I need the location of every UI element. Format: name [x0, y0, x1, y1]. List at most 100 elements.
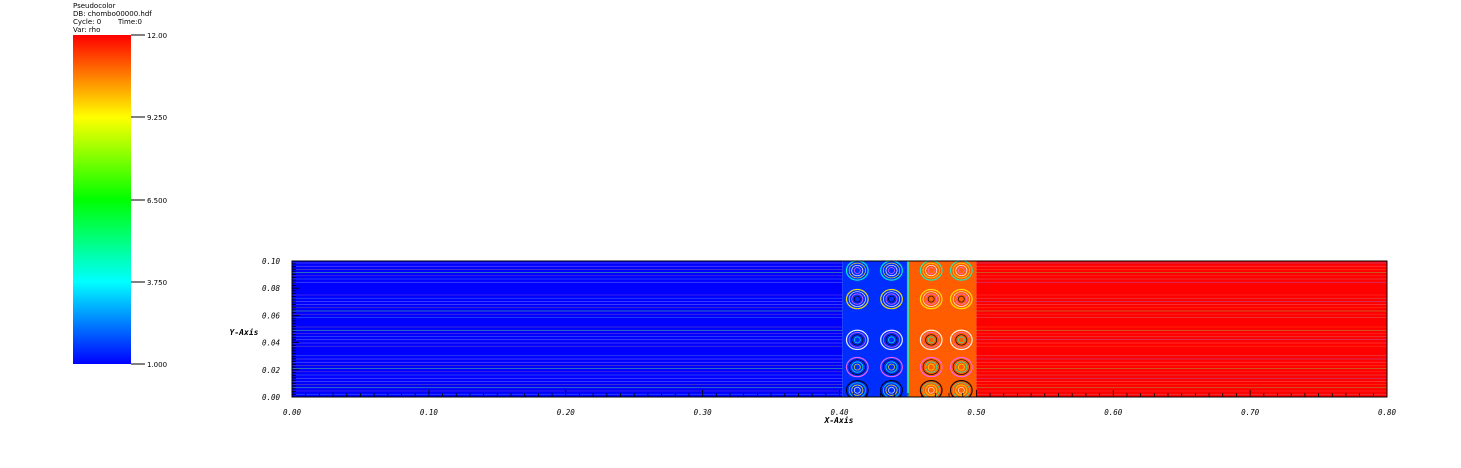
vortex-contour [888, 336, 895, 344]
pseudocolor-field [292, 261, 1387, 397]
y-axis-title: Y-Axis [230, 327, 259, 337]
legend-label: 3.750 [147, 279, 167, 287]
y-tick-label: 0.00 [262, 393, 281, 402]
vortex-contour [922, 359, 940, 375]
vortex-contour [949, 288, 973, 310]
y-tick-label: 0.10 [262, 257, 281, 266]
vortex-contour [885, 264, 898, 277]
vortex-contour [952, 262, 970, 279]
vortex-contour [927, 267, 935, 274]
x-tick-label: 0.80 [1378, 408, 1397, 417]
vortex-contour [922, 332, 940, 348]
vortex-contour [882, 382, 901, 397]
vortex-contour [957, 363, 965, 371]
x-tick-label: 0.30 [694, 408, 713, 417]
density-region [976, 261, 1387, 397]
vortex-contour [922, 382, 940, 397]
vortex-contour [957, 336, 965, 344]
vortex-contour [885, 384, 898, 396]
density-region [842, 261, 908, 397]
vortex-contour [949, 356, 973, 378]
time-label: Time:0 [118, 18, 142, 26]
vortex-contour [922, 262, 940, 279]
database-label: DB: chombo00000.hdf [73, 10, 152, 18]
vortex-contour [925, 361, 938, 373]
vortex-contour [955, 334, 968, 346]
vortex-contour [927, 386, 935, 394]
y-axis: 0.00 0.02 0.04 0.06 0.08 0.10 [262, 257, 299, 402]
x-tick-label: 0.40 [830, 408, 849, 417]
vortex-contour [848, 291, 866, 307]
vortex-contour [919, 380, 943, 397]
vortex-contour [880, 261, 903, 281]
vortex-contour [919, 329, 943, 351]
variable-label: Var: rho [73, 26, 101, 34]
legend-label: 9.250 [147, 114, 167, 122]
vortex-contour [952, 332, 970, 348]
x-tick-label: 0.00 [283, 408, 302, 417]
vortex-contour [845, 356, 869, 378]
vortex-contour [848, 359, 866, 375]
vortex-contour [925, 334, 938, 346]
vortex-contour [845, 261, 869, 281]
vortex-contour [848, 332, 866, 348]
legend-label: 6.500 [147, 197, 167, 205]
y-tick-label: 0.04 [262, 339, 280, 348]
vortex-contour [885, 361, 898, 373]
vortex-contour [957, 267, 965, 274]
y-tick-label: 0.06 [262, 311, 281, 320]
x-tick-label: 0.20 [557, 408, 576, 417]
cycle-label: Cycle: 0 [73, 18, 102, 26]
vortex-contour [848, 382, 866, 397]
vortex-contour [853, 336, 861, 344]
legend-label-min: 1.000 [147, 361, 167, 369]
vortex-contour [853, 363, 861, 371]
vortex-contour [882, 262, 901, 279]
vortex-contour [955, 293, 968, 305]
vortex-contour [888, 363, 895, 371]
vortex-contour [888, 386, 895, 394]
vortex-contour [955, 361, 968, 373]
vortex-contour [853, 267, 861, 274]
vortex-contour [845, 288, 869, 310]
vortex-contour [949, 380, 973, 397]
x-axis-title: X-Axis [824, 415, 854, 425]
vortex-contour [955, 264, 968, 277]
x-tick-label: 0.60 [1104, 408, 1123, 417]
vortex-contour [957, 386, 965, 394]
vortex-contour [880, 329, 903, 351]
x-axis: 0.00 0.10 0.20 0.30 0.40 0.50 0.60 0.70 0.80 [283, 390, 1397, 417]
vortex-contour [853, 386, 861, 394]
vortex-contour [880, 380, 903, 397]
color-legend: 12.00 9.250 6.500 3.750 1.000 [73, 32, 167, 369]
plot-type-label: Pseudocolor [73, 2, 116, 10]
vortex-contour [851, 293, 864, 305]
vortex-contour [949, 261, 973, 281]
x-tick-label: 0.10 [420, 408, 439, 417]
vortex-contour [880, 356, 903, 378]
y-tick-label: 0.02 [262, 366, 281, 375]
vortex-contour [845, 380, 869, 397]
vortex-contour [949, 329, 973, 351]
colorbar [73, 35, 131, 364]
vortex-contour [848, 262, 866, 279]
vortex-contour [919, 288, 943, 310]
vortex-contour [952, 382, 970, 397]
x-tick-label: 0.50 [967, 408, 986, 417]
vortex-contour [882, 291, 901, 307]
x-tick-label: 0.70 [1241, 408, 1260, 417]
vortex-contour [880, 288, 903, 310]
vortex-contour [851, 334, 864, 346]
vortex-contour [922, 291, 940, 307]
density-region [292, 261, 843, 397]
vortex-contour [885, 293, 898, 305]
legend-label-max: 12.00 [147, 32, 167, 40]
vortex-contour [851, 384, 864, 396]
density-region [907, 261, 977, 397]
vortex-contour [853, 295, 861, 303]
vortex-contour [888, 267, 895, 274]
vortex-contour [925, 293, 938, 305]
vortex-contour [882, 359, 901, 375]
